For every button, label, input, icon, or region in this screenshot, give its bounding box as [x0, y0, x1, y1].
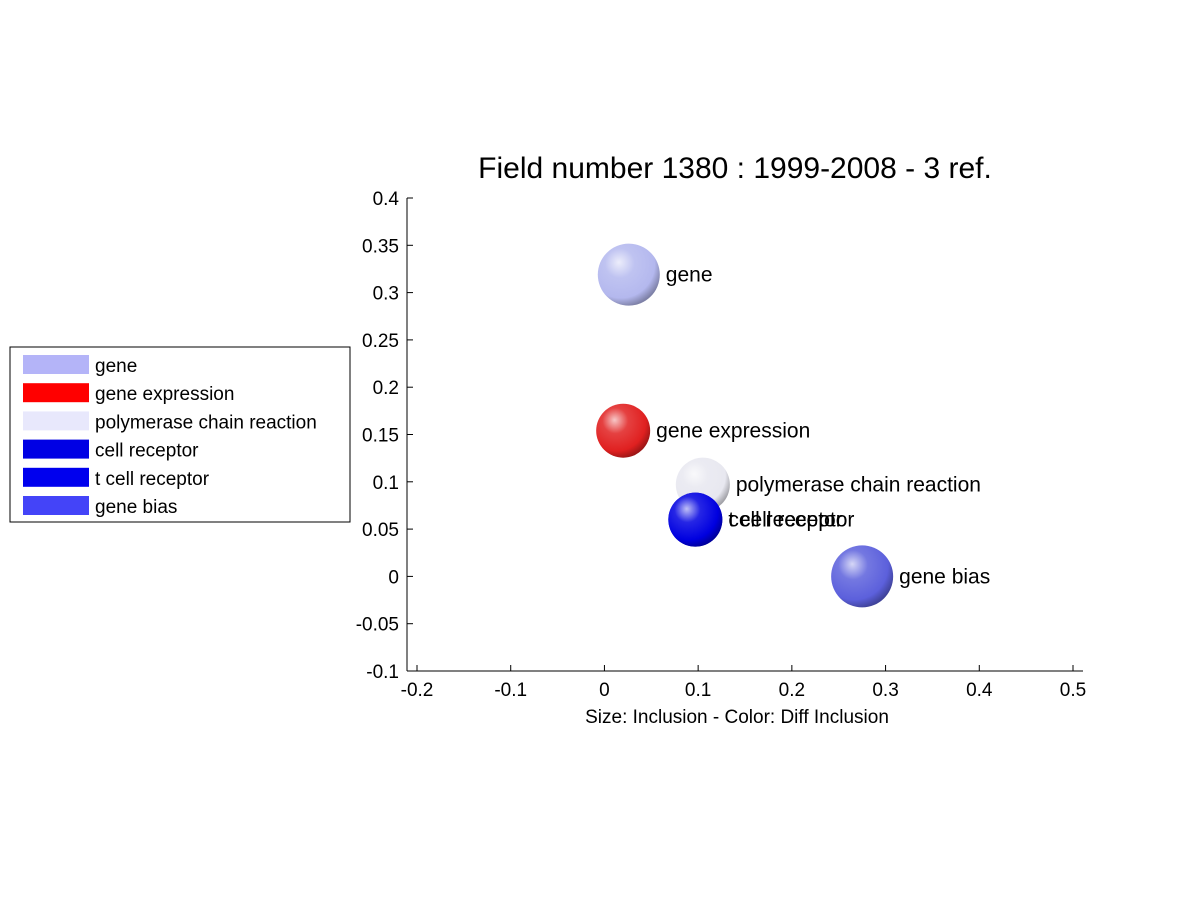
point-label: polymerase chain reaction	[736, 474, 981, 497]
x-tick-label: 0	[599, 680, 610, 701]
legend-label: gene	[95, 356, 137, 377]
y-tick-label: 0.05	[362, 520, 399, 541]
y-tick-label: 0.25	[362, 331, 399, 352]
x-tick-label: -0.2	[401, 680, 434, 701]
legend-box	[9, 346, 351, 523]
legend-label: t cell receptor	[95, 469, 210, 490]
data-points	[596, 243, 894, 608]
legend-label: gene bias	[95, 497, 177, 518]
y-tick-label: 0.4	[373, 189, 400, 210]
point-labels: gene gene expression polymerase chain reac…	[656, 264, 990, 589]
point-label: cell receptor	[728, 509, 842, 532]
point-label: t cell receptor	[728, 509, 854, 532]
x-tick-label: 0.5	[1060, 680, 1086, 701]
y-tick-label: 0.35	[362, 236, 399, 257]
legend-swatch	[23, 496, 89, 515]
y-axis-ticks: -0.1 -0.05 0 0.05 0.1 0.15 0.2 0.25 0.3 0.35 0.4	[356, 189, 413, 683]
y-tick-label: 0	[388, 567, 399, 588]
legend-label: cell receptor	[95, 441, 199, 462]
point-label: gene	[666, 264, 713, 287]
y-tick-label: 0.15	[362, 426, 399, 447]
y-tick-label: -0.1	[366, 662, 399, 683]
data-point	[831, 545, 894, 608]
legend-swatch	[23, 467, 89, 487]
data-point	[597, 243, 660, 306]
y-tick-label: -0.05	[356, 615, 399, 636]
legend-swatch	[23, 411, 89, 431]
x-axis-ticks: -0.2 -0.1 0 0.1 0.2 0.3 0.4 0.5	[401, 665, 1086, 701]
x-tick-label: 0.4	[966, 680, 993, 701]
x-axis-label: Size: Inclusion - Color: Diff Inclusion	[585, 707, 889, 728]
x-tick-label: 0.3	[872, 680, 898, 701]
data-point	[596, 403, 651, 458]
chart-title: Field number 1380 : 1999-2008 - 3 ref.	[478, 152, 992, 185]
point-label: gene expression	[656, 420, 810, 443]
x-tick-label: -0.1	[494, 680, 527, 701]
legend-label: gene expression	[95, 384, 234, 405]
x-tick-label: 0.1	[685, 680, 711, 701]
y-tick-label: 0.2	[373, 378, 399, 399]
legend-swatch	[23, 439, 89, 459]
legend-swatch	[23, 383, 89, 403]
y-tick-label: 0.1	[373, 473, 399, 494]
y-tick-label: 0.3	[373, 284, 399, 305]
legend: gene gene expression polymerase chain reac…	[9, 346, 351, 523]
data-point	[668, 492, 723, 547]
legend-label: polymerase chain reaction	[95, 412, 317, 433]
point-label: gene bias	[899, 565, 990, 588]
legend-swatch	[23, 355, 89, 374]
x-tick-label: 0.2	[779, 680, 805, 701]
